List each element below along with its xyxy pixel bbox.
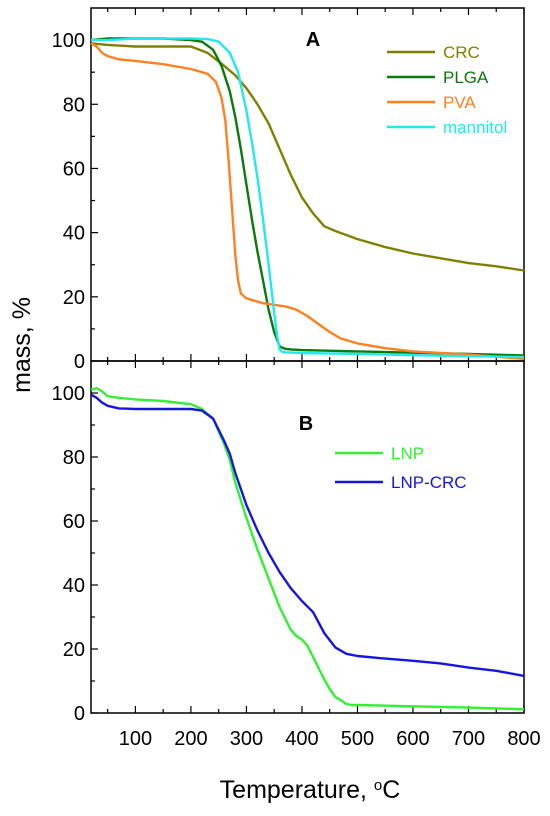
panel-b-y-tick-label: 40	[63, 575, 85, 597]
panel-b-y-tick-label: 60	[63, 511, 85, 533]
series-line-mannitol	[91, 37, 525, 359]
x-tick-labels: 100 200 300 400 500 600 700 800	[119, 728, 541, 750]
x-tick-label: 700	[452, 728, 485, 750]
series-line-crc	[90, 42, 525, 272]
x-tick-label: 100	[119, 728, 152, 750]
panel-b-y-tick-label: 80	[63, 447, 85, 469]
x-tick-label: 600	[396, 728, 429, 750]
panel-b: 0 20 40 60 80 100 B LNP LNP-CRC	[52, 360, 525, 725]
panel-a-label: A	[306, 29, 320, 51]
legend-label-lnp: LNP	[391, 444, 424, 463]
panel-a-y-tick-label: 0	[74, 351, 85, 373]
panel-b-y-tick-label: 100	[52, 383, 85, 405]
x-tick-label: 500	[341, 728, 374, 750]
series-line-plga	[90, 37, 525, 357]
panel-a-y-tick-label: 40	[63, 223, 85, 245]
series-line-lnp-crc	[90, 393, 525, 678]
panel-b-y-tick-label: 20	[63, 639, 85, 661]
legend-label-plga: PLGA	[443, 68, 489, 87]
series-line-lnp	[90, 387, 525, 711]
x-tick-label: 200	[174, 728, 207, 750]
legend-label-crc: CRC	[443, 43, 480, 62]
series-line-pva	[90, 42, 525, 360]
x-tick-label: 800	[507, 728, 540, 750]
y-axis-title: mass, %	[8, 297, 36, 393]
legend-label-pva: PVA	[443, 93, 476, 112]
panel-a-y-tick-label: 100	[52, 30, 85, 52]
panel-a: 0 20 40 60 80 100 A CRC PLGA PVA mannitol	[52, 7, 525, 373]
panel-a-y-tick-label: 60	[63, 158, 85, 180]
panel-a-y-tick-label: 20	[63, 287, 85, 309]
legend-label-mannitol: mannitol	[443, 118, 507, 137]
x-tick-label: 300	[230, 728, 263, 750]
legend-label-lnp-crc: LNP-CRC	[391, 473, 467, 492]
x-axis-title: Temperature, oC	[220, 776, 401, 804]
x-tick-label: 400	[285, 728, 318, 750]
panel-a-y-tick-label: 80	[63, 94, 85, 116]
panel-b-y-tick-label: 0	[74, 703, 85, 725]
panel-b-frame	[90, 360, 525, 714]
panel-b-label: B	[299, 413, 313, 435]
